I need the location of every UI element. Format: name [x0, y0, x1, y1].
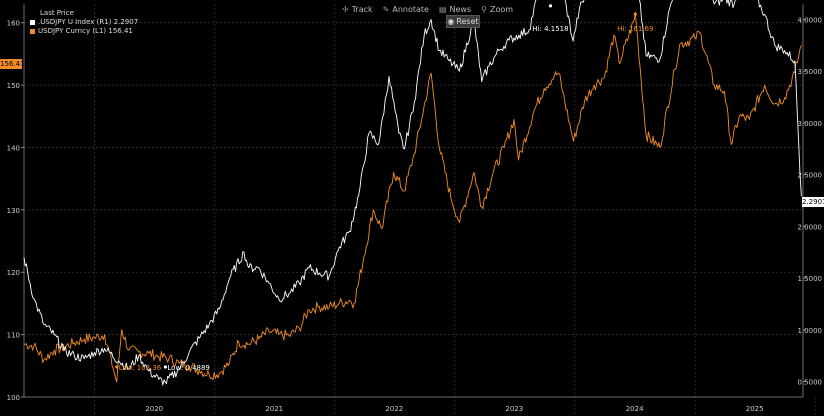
series-lines — [23, 0, 802, 386]
x-axis: 2020 2021 2022 2023 2024 2025 — [24, 396, 803, 413]
x-tick-label: 2022 — [385, 405, 403, 413]
annotation-low: Low: 0.4889 — [167, 364, 209, 372]
last-price-tag-right: 2.2907 — [802, 197, 824, 207]
reset-icon: ◉ — [447, 17, 455, 26]
x-tick-label: 2021 — [265, 405, 283, 413]
crosshair-icon: ✢ — [342, 4, 349, 14]
annotation-marker — [163, 365, 167, 369]
news-label: News — [449, 4, 472, 14]
legend-swatch-orange — [30, 29, 35, 34]
y-axis-left: 100 110 120 130 140 150 160 — [7, 4, 25, 402]
annotation-marker — [548, 4, 553, 8]
y-left-tick-label: 160 — [7, 20, 20, 28]
y-left-tick-label: 110 — [7, 332, 20, 340]
annotate-button[interactable]: ✎ Annotate — [383, 5, 429, 14]
y-left-tick-label: 150 — [7, 82, 20, 90]
y-left-tick-label: 120 — [7, 269, 20, 277]
reset-button[interactable]: ◉ Reset — [446, 15, 480, 28]
magnifier-icon: ⚲ — [481, 4, 487, 14]
chart-grid — [24, 4, 816, 415]
chart-legend: Last Price .USDJPY U Index (R1) 2.2907 U… — [30, 9, 138, 36]
x-tick-label: 2020 — [145, 405, 163, 413]
legend-entry-usdjpy-index[interactable]: .USDJPY U Index (R1) 2.2907 — [30, 18, 138, 27]
legend-swatch-white — [30, 20, 35, 25]
annotation-marker — [115, 365, 119, 369]
y-left-tick-label: 130 — [7, 207, 20, 215]
y-left-tick-label: 100 — [7, 394, 20, 402]
reset-label: Reset — [456, 17, 479, 26]
news-button[interactable]: ▤ News — [439, 5, 471, 14]
annotation-high: Hi: 4.1518 — [532, 25, 568, 33]
y-right-tick-label: 4.0000 — [798, 17, 823, 25]
y-right-tick-label: 3.0000 — [798, 120, 823, 128]
zoom-label: Zoom — [490, 4, 514, 14]
legend-entry-usdjpy-curncy[interactable]: USDJPY Curncy (L1) 156.41 — [30, 27, 138, 36]
series-line-usdjpy-index — [23, 0, 802, 386]
y-left-tick-label: 140 — [7, 144, 20, 152]
x-tick-label: 2025 — [746, 405, 764, 413]
y-right-tick-label: 2.5000 — [798, 172, 823, 180]
annotation-low: Low: 102.36 — [119, 364, 162, 372]
annotation-marker — [633, 12, 637, 16]
y-right-tick-label: 1.5000 — [798, 275, 823, 283]
zoom-button[interactable]: ⚲ Zoom — [481, 5, 513, 14]
y-right-tick-label: 3.5000 — [798, 68, 823, 76]
series-annotations: Low: 102.36 Hi: 161.69 Low: 0.4889 Hi: 4.15… — [115, 4, 653, 372]
x-tick-label: 2024 — [626, 405, 644, 413]
chart-toolbar: ✢ Track ✎ Annotate ▤ News ⚲ Zoom — [342, 3, 513, 15]
newspaper-icon: ▤ — [438, 4, 447, 14]
series-line-usdjpy-curncy — [23, 11, 802, 383]
annotate-label: Annotate — [392, 4, 429, 14]
legend-label: USDJPY Curncy (L1) 156.41 — [38, 27, 133, 35]
y-right-tick-label: 2.0000 — [798, 223, 823, 231]
x-tick-label: 2023 — [505, 405, 523, 413]
last-price-tag-left: 156.41 — [0, 59, 25, 69]
legend-title: Last Price — [40, 9, 74, 17]
annotation-high: Hi: 161.69 — [617, 25, 653, 33]
legend-label: .USDJPY U Index (R1) 2.2907 — [38, 18, 139, 26]
pencil-icon: ✎ — [382, 4, 390, 14]
y-right-tick-label: 0.5000 — [798, 378, 823, 386]
y-right-tick-label: 1.0000 — [798, 327, 823, 335]
track-button[interactable]: ✢ Track — [342, 5, 373, 14]
track-label: Track — [351, 4, 373, 14]
